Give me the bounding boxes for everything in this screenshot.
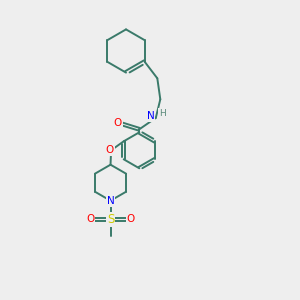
Text: O: O	[106, 145, 114, 155]
Text: N: N	[106, 196, 114, 206]
Text: S: S	[107, 213, 114, 226]
Text: O: O	[127, 214, 135, 224]
Text: O: O	[114, 118, 122, 128]
Text: N: N	[146, 111, 154, 121]
Text: O: O	[86, 214, 94, 224]
Text: H: H	[159, 109, 166, 118]
